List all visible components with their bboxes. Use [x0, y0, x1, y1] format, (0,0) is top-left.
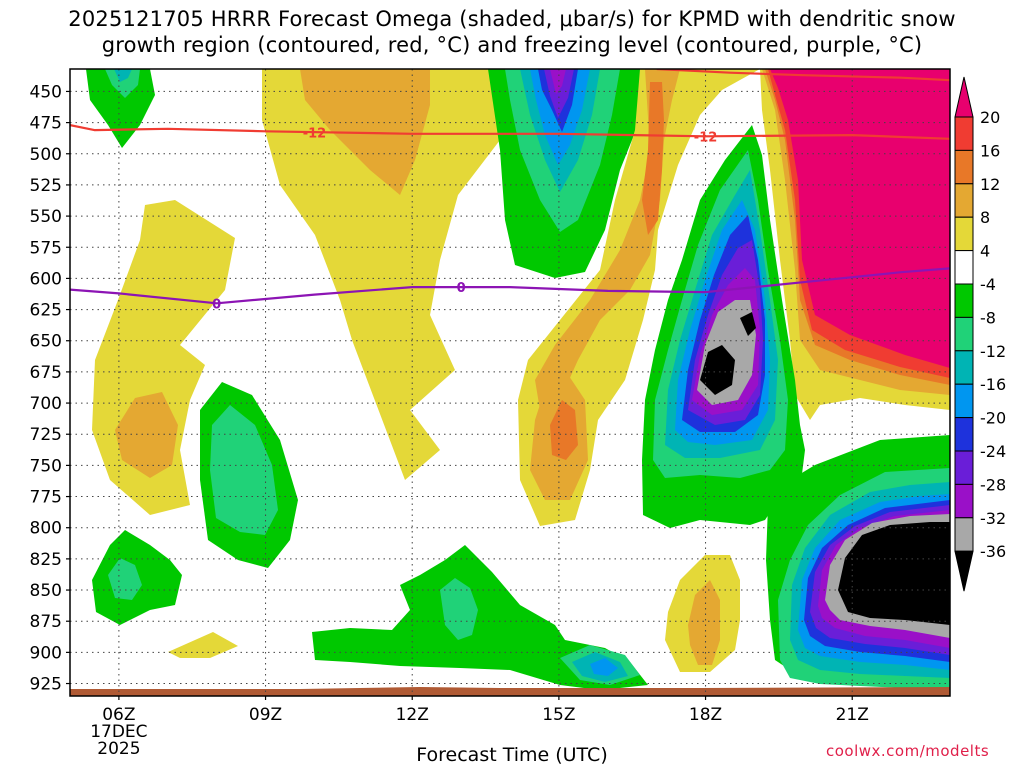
colorbar-label--24: -24 — [980, 442, 1006, 461]
omega-region-43 — [838, 522, 950, 625]
grid-lines — [70, 69, 950, 696]
omega-region-52 — [590, 658, 618, 676]
dgz-contour-line-0 — [70, 124, 950, 140]
colorbar-band-0 — [954, 116, 974, 151]
ytick-label-575: 575 — [30, 238, 62, 258]
ytick-label-725: 725 — [30, 425, 62, 445]
ytick-label-450: 450 — [30, 82, 62, 102]
colorbar-band-1 — [954, 149, 974, 185]
ytick-label-850: 850 — [30, 581, 62, 601]
colorbar-bottom-arrow — [954, 550, 974, 592]
xtick-label-09Z: 09Z — [249, 705, 282, 725]
colorbar-label--8: -8 — [980, 308, 996, 327]
ytick-label-875: 875 — [30, 612, 62, 632]
freezing-level-line — [70, 267, 950, 305]
colorbar-band-2 — [954, 183, 974, 218]
dgz-contour-line-1 — [656, 69, 950, 82]
ytick-label-900: 900 — [30, 643, 62, 663]
ytick-label-600: 600 — [30, 269, 62, 289]
colorbar-top-arrow — [954, 76, 974, 118]
ytick-label-750: 750 — [30, 456, 62, 476]
ytick-label-675: 675 — [30, 363, 62, 383]
colorbar-band-12 — [954, 517, 974, 552]
colorbar-band-8 — [954, 383, 974, 419]
ytick-label-775: 775 — [30, 488, 62, 508]
ytick-label-650: 650 — [30, 332, 62, 352]
colorbar-band-5 — [954, 283, 974, 318]
xtick-label-12Z: 12Z — [396, 705, 429, 725]
colorbar-label--16: -16 — [980, 375, 1006, 394]
omega-region-6 — [115, 392, 178, 478]
omega-region-0 — [86, 69, 155, 148]
omega-region-24 — [770, 69, 950, 368]
colorbar-label--28: -28 — [980, 475, 1006, 494]
omega-region-13 — [544, 69, 574, 118]
title-line-2: growth region (contoured, red, °C) and f… — [101, 33, 923, 57]
omega-region-1 — [105, 69, 140, 98]
ytick-label-700: 700 — [30, 394, 62, 414]
colorbar-band-6 — [954, 316, 974, 352]
colorbar-band-9 — [954, 417, 974, 452]
omega-region-7 — [168, 632, 238, 658]
xtick-label-21Z: 21Z — [836, 705, 869, 725]
xtick-year: 2025 — [97, 739, 140, 759]
freezing-level-label-b: 0 — [457, 281, 466, 296]
colorbar-label-8: 8 — [980, 208, 990, 227]
ytick-label-475: 475 — [30, 114, 62, 134]
x-axis-title: Forecast Time (UTC) — [416, 744, 608, 766]
omega-region-47 — [108, 558, 142, 600]
y-axis: 450 475 500 525 550 575 600 625 650 675 700 725 750 7… — [30, 82, 70, 695]
dgz-contour-label-b: -12 — [694, 130, 718, 145]
xtick-label-06Z: 06Z — [102, 705, 135, 725]
colorbar-label--32: -32 — [980, 509, 1006, 528]
colorbar-band-11 — [954, 483, 974, 519]
credit-text[interactable]: coolwx.com/modelts — [826, 742, 990, 760]
colorbar-band-4 — [954, 250, 974, 285]
omega-region-14 — [550, 69, 566, 94]
colorbar-label-4: 4 — [980, 242, 990, 261]
omega-region-16 — [535, 69, 680, 410]
colorbar-label--12: -12 — [980, 342, 1006, 361]
colorbar-label-16: 16 — [980, 141, 1000, 160]
ytick-label-925: 925 — [30, 675, 62, 695]
xtick-label-15Z: 15Z — [542, 705, 575, 725]
colorbar-band-3 — [954, 216, 974, 252]
omega-region-45 — [210, 405, 278, 535]
dgz-contour-label-a: -12 — [303, 127, 327, 142]
freezing-level-label-a: 0 — [212, 297, 221, 312]
colorbar-label-20: 20 — [980, 108, 1000, 127]
colorbar-band-7 — [954, 350, 974, 385]
colorbar-label--4: -4 — [980, 275, 996, 294]
chart-title: 2025121705 HRRR Forecast Omega (shaded, … — [0, 6, 1024, 58]
ytick-label-825: 825 — [30, 550, 62, 570]
colorbar-band-10 — [954, 450, 974, 485]
plot-frame — [69, 68, 951, 697]
colorbar-label-12: 12 — [980, 175, 1000, 194]
title-line-1: 2025121705 HRRR Forecast Omega (shaded, … — [68, 7, 956, 31]
omega-region-54 — [688, 580, 720, 665]
ytick-label-525: 525 — [30, 176, 62, 196]
omega-region-49 — [440, 578, 478, 640]
contour-lines: -12 -12 0 0 — [70, 69, 950, 312]
ytick-label-625: 625 — [30, 301, 62, 321]
omega-region-3 — [262, 69, 500, 480]
omega-region-33 — [700, 345, 735, 395]
omega-region-2 — [114, 69, 132, 82]
omega-region-19 — [550, 400, 578, 460]
ytick-label-550: 550 — [30, 207, 62, 227]
colorbar-label--36: -36 — [980, 542, 1006, 561]
omega-region-48 — [312, 545, 648, 690]
omega-region-34 — [740, 312, 756, 336]
omega-region-17 — [642, 82, 664, 235]
ytick-label-800: 800 — [30, 519, 62, 539]
colorbar-label--20: -20 — [980, 409, 1006, 428]
ytick-label-500: 500 — [30, 145, 62, 165]
terrain-strip — [70, 687, 950, 696]
omega-shaded-field — [70, 69, 950, 696]
xtick-date: 17DEC — [90, 722, 147, 742]
xtick-label-18Z: 18Z — [689, 705, 722, 725]
colorbar: 20 16 12 8 4 -4 -8 -12 -16 -20 -24 -28 -32 -36 — [954, 76, 1006, 592]
